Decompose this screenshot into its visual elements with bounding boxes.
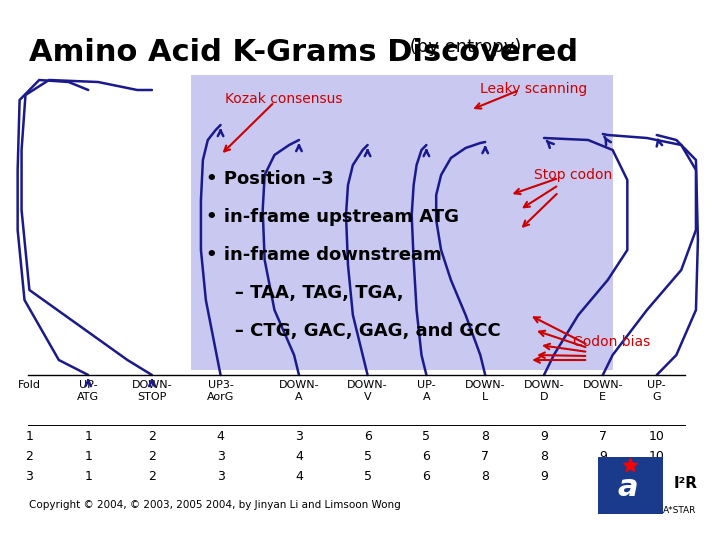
Text: • Position –3: • Position –3 [206,170,333,188]
Text: (by entropy): (by entropy) [404,38,521,56]
Text: DOWN-: DOWN- [523,380,564,390]
Text: – TAA, TAG, TGA,: – TAA, TAG, TGA, [216,284,403,302]
Text: a: a [618,473,638,502]
Text: • in-frame upstream ATG: • in-frame upstream ATG [206,208,459,226]
Text: A: A [295,392,303,402]
Text: UP-: UP- [647,380,666,390]
Text: UP-: UP- [417,380,436,390]
Text: Leaky scanning: Leaky scanning [480,82,588,96]
Text: 3: 3 [25,470,33,483]
Text: 3: 3 [217,470,225,483]
Text: 4: 4 [295,470,303,483]
Text: AorG: AorG [207,392,234,402]
Text: DOWN-: DOWN- [279,380,319,390]
Text: UP3-: UP3- [207,380,233,390]
Text: 2: 2 [148,470,156,483]
Text: L: L [482,392,488,402]
Text: 9: 9 [540,470,548,483]
Text: DOWN-: DOWN- [132,380,172,390]
Text: DOWN-: DOWN- [347,380,388,390]
Text: 10: 10 [649,430,665,443]
Text: D: D [540,392,548,402]
Text: 1: 1 [84,470,92,483]
Text: 2: 2 [148,450,156,463]
Text: 9: 9 [540,430,548,443]
Text: – CTG, GAC, GAG, and GCC: – CTG, GAC, GAG, and GCC [216,322,500,340]
Text: E: E [599,392,606,402]
Text: Copyright © 2004, © 2003, 2005 2004, by Jinyan Li and Limsoon Wong: Copyright © 2004, © 2003, 2005 2004, by … [30,500,401,510]
Text: I²R: I²R [673,476,697,491]
Text: V: V [364,392,372,402]
Text: Fold: Fold [18,380,41,390]
Text: 8: 8 [481,430,489,443]
Text: UP-: UP- [79,380,97,390]
Text: 9: 9 [599,450,607,463]
Text: 2: 2 [148,430,156,443]
Text: 2: 2 [25,450,33,463]
FancyBboxPatch shape [191,75,613,370]
Text: 5: 5 [364,470,372,483]
Text: A*STAR: A*STAR [663,506,696,515]
Text: 10: 10 [649,450,665,463]
Text: 4: 4 [217,430,225,443]
Text: Kozak consensus: Kozak consensus [225,92,343,106]
Text: DOWN-: DOWN- [582,380,623,390]
Text: STOP: STOP [138,392,166,402]
Text: 7: 7 [599,430,607,443]
Text: 6: 6 [423,470,431,483]
Text: 10: 10 [649,470,665,483]
Text: 7: 7 [599,470,607,483]
Text: DOWN-: DOWN- [465,380,505,390]
Text: A: A [423,392,431,402]
Text: 1: 1 [25,430,33,443]
Text: Stop codon: Stop codon [534,168,613,182]
Text: 3: 3 [295,430,303,443]
Text: 5: 5 [364,450,372,463]
Text: 1: 1 [84,450,92,463]
Text: 3: 3 [217,450,225,463]
Text: Amino Acid K-Grams Discovered: Amino Acid K-Grams Discovered [30,38,578,67]
Text: 6: 6 [364,430,372,443]
Text: ATG: ATG [77,392,99,402]
Text: 8: 8 [481,470,489,483]
Text: 7: 7 [481,450,489,463]
Text: • in-frame downstream: • in-frame downstream [206,246,441,264]
FancyBboxPatch shape [598,457,663,514]
Text: 8: 8 [540,450,548,463]
Text: Codon bias: Codon bias [573,335,651,349]
Text: 1: 1 [84,430,92,443]
Text: 6: 6 [423,450,431,463]
Text: 5: 5 [423,430,431,443]
Text: G: G [652,392,661,402]
Text: 4: 4 [295,450,303,463]
